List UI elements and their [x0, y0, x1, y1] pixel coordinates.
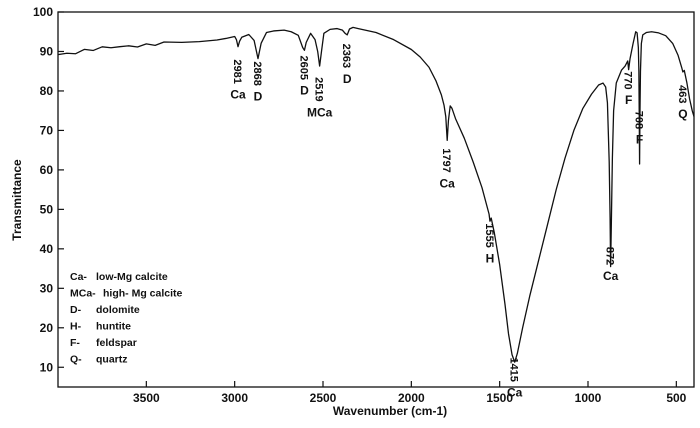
peak-wavenumber: 708: [633, 111, 645, 129]
y-axis-title: Transmittance: [10, 159, 24, 241]
axes: [57, 11, 695, 388]
peak-wavenumber: 2981: [231, 59, 243, 83]
y-tick-label: 80: [40, 84, 54, 98]
legend-name: quartz: [96, 354, 128, 366]
peak-label: 872 Ca: [603, 247, 619, 283]
peak-wavenumber: 2605: [297, 55, 309, 79]
y-tick-label: 10: [40, 360, 54, 374]
spectrum-line: [57, 26, 695, 363]
y-tick-label: 50: [40, 202, 54, 216]
y-tick-label: 70: [40, 123, 54, 137]
peak-assignment: D: [343, 72, 352, 86]
spectrum-series: [57, 26, 695, 363]
peak-label: 2868 D: [251, 61, 263, 103]
legend-code: F-: [70, 337, 80, 349]
x-tick-label: 2000: [398, 391, 425, 405]
peak-assignment: Ca: [507, 386, 523, 400]
y-tick-label: 60: [40, 163, 54, 177]
peak-assignment: Ca: [230, 88, 246, 102]
axis-ticks: 3500 3000 2500 2000 1500 1000 500 10 20 30 40 50 60 7…: [33, 5, 687, 405]
y-tick-label: 20: [40, 321, 54, 335]
legend-code: D-: [70, 304, 82, 316]
legend-name: feldspar: [96, 337, 137, 349]
peak-assignment: F: [625, 93, 632, 107]
legend-code: Ca-: [70, 271, 87, 283]
peak-label: 770 F: [622, 71, 634, 107]
peak-assignment: MCa: [307, 105, 333, 119]
peak-label: 2363 D: [340, 44, 352, 86]
peak-wavenumber: 2363: [340, 44, 352, 68]
x-tick-label: 1000: [575, 391, 602, 405]
legend-name: high- Mg calcite: [103, 288, 183, 300]
peak-wavenumber: 1415: [508, 357, 520, 381]
legend-name: dolomite: [96, 304, 140, 316]
peak-wavenumber: 1555: [483, 223, 495, 247]
peak-label: 1555 H: [483, 223, 495, 265]
legend-name: low-Mg calcite: [96, 271, 168, 283]
y-tick-label: 100: [33, 5, 53, 19]
x-tick-label: 2500: [310, 391, 337, 405]
peak-wavenumber: 2868: [251, 61, 263, 85]
peak-label: 1415 Ca: [507, 357, 523, 399]
x-tick-label: 1500: [486, 391, 513, 405]
peak-assignment: F: [636, 133, 643, 147]
peak-label: 463 Q: [676, 85, 688, 121]
legend-code: H-: [70, 321, 82, 333]
peak-assignment: Q: [678, 107, 687, 121]
x-tick-label: 3500: [133, 391, 160, 405]
legend-code: Q-: [70, 354, 82, 366]
peak-label: 2605 D: [297, 55, 309, 97]
peak-wavenumber: 872: [604, 247, 616, 265]
plot-frame: [57, 11, 695, 388]
peak-label: 708 F: [633, 111, 645, 147]
legend-code: MCa-: [70, 288, 96, 300]
peak-label: 2981 Ca: [230, 59, 246, 101]
peak-assignment: D: [254, 90, 263, 104]
peak-assignment: Ca: [603, 269, 619, 283]
legend-name: huntite: [96, 321, 131, 333]
peak-wavenumber: 1797: [440, 148, 452, 172]
peak-wavenumber: 463: [676, 85, 688, 103]
x-tick-label: 500: [666, 391, 686, 405]
y-tick-label: 30: [40, 281, 54, 295]
peak-wavenumber: 2519: [313, 77, 325, 101]
x-axis-title: Wavenumber (cm-1): [333, 404, 447, 418]
x-tick-label: 3000: [221, 391, 248, 405]
peak-assignment: Ca: [440, 176, 456, 190]
y-tick-label: 40: [40, 242, 54, 256]
peak-label: 2519 MCa: [307, 77, 333, 119]
peak-wavenumber: 770: [622, 71, 634, 89]
peak-label: 1797 Ca: [440, 148, 456, 190]
y-tick-label: 90: [40, 44, 54, 58]
peak-assignment: D: [300, 84, 309, 98]
peak-assignment: H: [486, 251, 495, 265]
